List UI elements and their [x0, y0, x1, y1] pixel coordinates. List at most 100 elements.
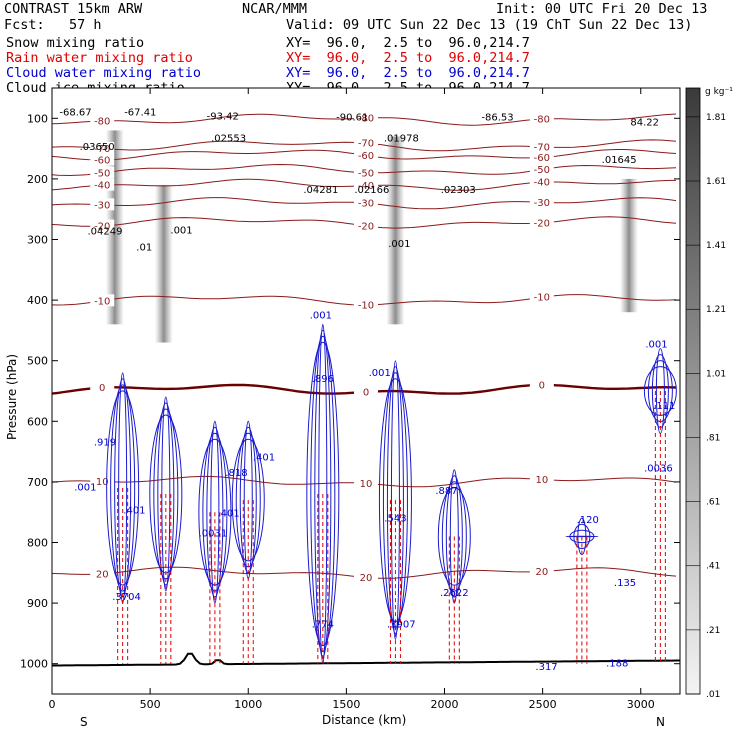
temperature-label: -60	[358, 151, 374, 162]
temperature-label: -60	[94, 155, 110, 166]
temperature-label: -30	[94, 200, 110, 211]
y-tick-label: 300	[27, 234, 48, 247]
x-tick-label: 500	[140, 698, 161, 711]
contour-annotation: .543	[384, 513, 406, 524]
field-rain-name: Rain water mixing ratio	[6, 50, 193, 66]
contour-annotation: .774	[312, 619, 334, 630]
temperature-label: -70	[94, 144, 110, 155]
x-tick-label: 2000	[431, 698, 459, 711]
cloud-water-contour	[210, 420, 220, 604]
temperature-label: -70	[358, 139, 374, 150]
model-title: CONTRAST 15km ARW	[4, 1, 143, 17]
colorbar-tick-label: .61	[706, 498, 720, 508]
y-tick-label: 800	[27, 537, 48, 550]
snow-column-2	[386, 136, 405, 325]
x-axis-label: Distance (km)	[322, 713, 406, 727]
contour-annotation: .111	[653, 401, 675, 412]
colorbar-tick-label: 1.01	[706, 369, 726, 379]
temperature-label: 0	[99, 383, 105, 394]
temperature-label: -20	[358, 221, 374, 232]
cloud-water-contour	[231, 438, 265, 562]
temperature-label: 0	[363, 387, 369, 398]
temperature-label: -10	[358, 300, 374, 311]
cloud-water-contour	[110, 384, 136, 592]
contour-annotation: .0031	[199, 528, 228, 539]
temperature-label: -50	[94, 168, 110, 179]
contour-annotation: .001	[645, 339, 667, 350]
colorbar-tick-label: .81	[706, 433, 720, 443]
temperature-label: 10	[96, 477, 109, 488]
y-tick-label: 400	[27, 294, 48, 307]
plot-frame	[51, 87, 681, 695]
temperature-label: -10	[94, 296, 110, 307]
colorbar-tick-label: 1.41	[706, 241, 726, 251]
temperature-label: -50	[358, 168, 374, 179]
field-rain-xy: XY= 96.0, 2.5 to 96.0,214.7	[286, 50, 530, 66]
contour-annotation: .02303	[441, 185, 476, 196]
contour-annotation: .188	[606, 659, 628, 670]
y-tick-label: 600	[27, 415, 48, 428]
temperature-label: 0	[539, 380, 545, 391]
contour-annotation: -90.61	[336, 113, 368, 124]
contour-annotation: -86.53	[481, 113, 513, 124]
contour-annotation: .001	[369, 368, 391, 379]
field-snow-xy: XY= 96.0, 2.5 to 96.0,214.7	[286, 35, 530, 51]
temperature-label: -80	[534, 115, 550, 126]
temperature-label: -40	[94, 181, 110, 192]
cloud-water-contour	[445, 475, 463, 598]
temperature-label: -70	[534, 142, 550, 153]
cloud-water-contour	[441, 481, 467, 592]
y-tick-label: 1000	[20, 658, 48, 671]
contour-annotation: .3704	[112, 592, 141, 603]
colorbar-unit: g kg⁻¹	[705, 87, 733, 97]
contour-annotation: .01645	[602, 155, 637, 166]
contour-annotation: .001	[310, 310, 332, 321]
cloud-water-contour	[390, 360, 400, 640]
temperature-label: 20	[360, 573, 373, 584]
init-time: Init: 00 UTC Fri 20 Dec 13	[496, 1, 708, 17]
north-label: N	[656, 715, 665, 729]
colorbar-tick-label: 1.61	[706, 177, 726, 187]
field-cloud-water-name: Cloud water mixing ratio	[6, 65, 202, 81]
valid-time: Valid: 09 UTC Sun 22 Dec 13 (19 ChT Sun …	[286, 17, 693, 33]
contour-annotation: -67.41	[124, 107, 156, 118]
temperature-label: -20	[534, 218, 550, 229]
contour-annotation: .317	[535, 662, 557, 673]
forecast-hour: Fcst: 57 h	[4, 17, 102, 33]
x-tick-label: 0	[49, 698, 56, 711]
x-tick-label: 1000	[234, 698, 262, 711]
colorbar-tick-label: .21	[706, 626, 720, 636]
temperature-label: -20	[94, 222, 110, 233]
temperature-label: -30	[534, 198, 550, 209]
contour-annotation: 84.22	[630, 118, 659, 129]
temperature-label: -60	[534, 153, 550, 164]
contour-annotation: .3907	[387, 619, 416, 630]
cloud-water-contour	[106, 390, 140, 586]
temperature-label: -30	[358, 199, 374, 210]
south-label: S	[80, 715, 88, 729]
contour-annotation: .02553	[211, 133, 246, 144]
contour-annotation: .04249	[87, 227, 122, 238]
colorbar-tick-label: .01	[706, 690, 720, 700]
y-tick-label: 500	[27, 355, 48, 368]
cloud-water-contour	[157, 402, 175, 586]
field-snow-name: Snow mixing ratio	[6, 35, 145, 51]
temperature-label: 10	[535, 475, 548, 486]
x-tick-label: 1500	[332, 698, 360, 711]
snow-column-1	[154, 184, 173, 343]
contour-annotation: .818	[225, 468, 247, 479]
field-cloud-water-xy: XY= 96.0, 2.5 to 96.0,214.7	[286, 65, 530, 81]
x-tick-label: 3000	[627, 698, 655, 711]
colorbar-tick-label: 1.81	[706, 113, 726, 123]
cloud-water-contour	[437, 487, 471, 586]
contour-annotation: .887	[435, 486, 457, 497]
contour-annotation: .896	[312, 374, 334, 385]
y-tick-label: 700	[27, 476, 48, 489]
cloud-water-contour	[114, 378, 132, 598]
contour-annotation: .401	[123, 505, 145, 516]
temperature-label: -80	[358, 114, 374, 125]
colorbar	[685, 87, 701, 695]
contour-annotation: .01978	[384, 133, 419, 144]
temperature-label: -80	[94, 116, 110, 127]
